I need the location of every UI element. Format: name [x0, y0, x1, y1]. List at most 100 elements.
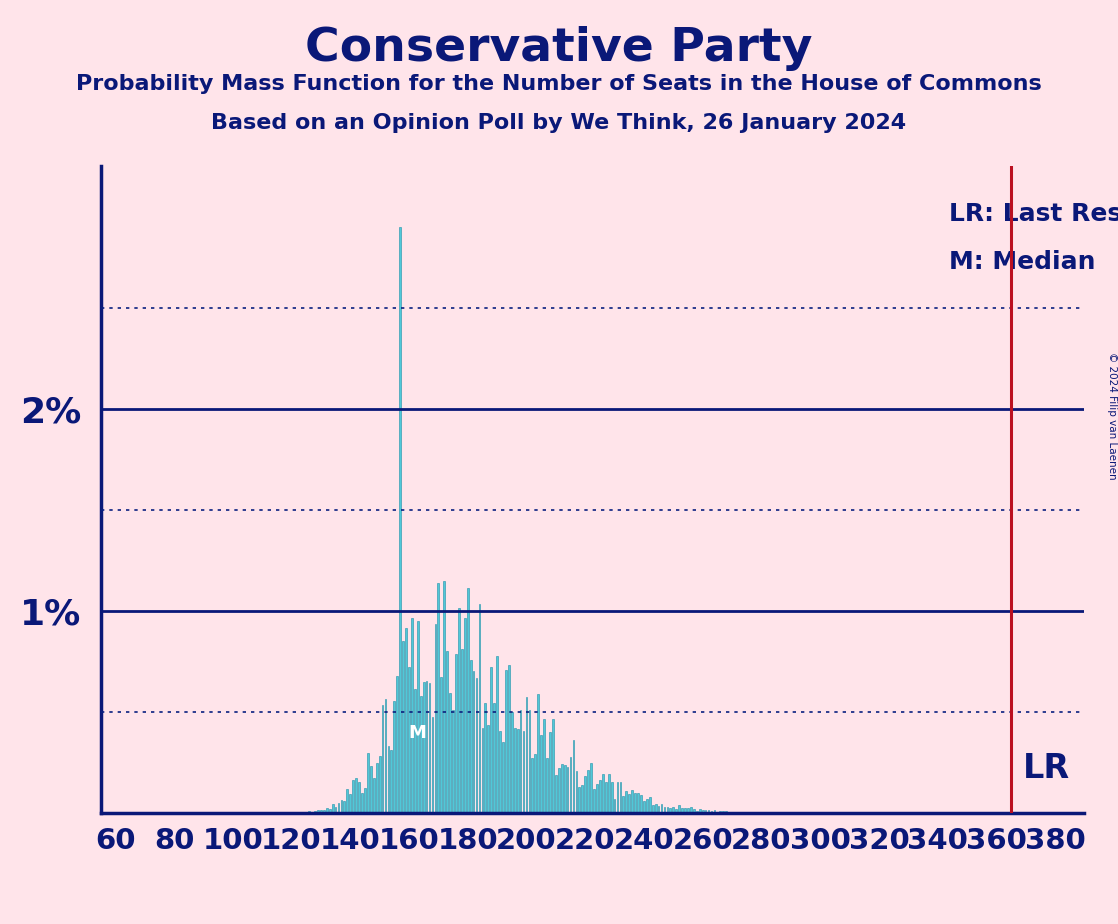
Bar	[652, 805, 654, 813]
Bar	[646, 798, 647, 813]
Bar	[496, 656, 498, 813]
Bar	[587, 770, 589, 813]
Text: Conservative Party: Conservative Party	[305, 26, 813, 71]
Bar	[543, 720, 544, 813]
Bar	[444, 581, 445, 813]
Bar	[695, 811, 698, 813]
Bar	[388, 747, 389, 813]
Bar	[699, 808, 701, 813]
Bar	[549, 733, 551, 813]
Bar	[461, 649, 463, 813]
Bar	[349, 794, 351, 813]
Bar	[467, 588, 468, 813]
Bar	[610, 782, 613, 813]
Bar	[320, 809, 322, 813]
Bar	[628, 794, 631, 813]
Bar	[440, 677, 443, 813]
Bar	[728, 811, 730, 813]
Bar	[325, 808, 328, 813]
Bar	[423, 682, 425, 813]
Text: M: Median: M: Median	[949, 250, 1096, 274]
Bar	[390, 750, 392, 813]
Bar	[309, 811, 310, 813]
Bar	[414, 689, 416, 813]
Bar	[358, 782, 360, 813]
Bar	[455, 654, 457, 813]
Bar	[540, 735, 542, 813]
Bar	[670, 808, 671, 813]
Bar	[567, 767, 568, 813]
Bar	[505, 670, 506, 813]
Bar	[708, 809, 710, 813]
Bar	[446, 650, 448, 813]
Bar	[452, 710, 454, 813]
Bar	[605, 783, 607, 813]
Bar	[702, 810, 703, 813]
Bar	[329, 809, 331, 813]
Text: Probability Mass Function for the Number of Seats in the House of Commons: Probability Mass Function for the Number…	[76, 74, 1042, 94]
Text: LR: LR	[1023, 752, 1070, 784]
Bar	[347, 789, 348, 813]
Bar	[608, 774, 609, 813]
Bar	[623, 796, 624, 813]
Bar	[737, 812, 739, 813]
Bar	[343, 801, 345, 813]
Bar	[666, 807, 669, 813]
Bar	[370, 766, 371, 813]
Bar	[484, 702, 486, 813]
Bar	[534, 754, 537, 813]
Bar	[648, 797, 651, 813]
Bar	[379, 756, 380, 813]
Bar	[502, 742, 504, 813]
Bar	[596, 784, 598, 813]
Bar	[402, 640, 404, 813]
Bar	[704, 810, 707, 813]
Bar	[449, 693, 451, 813]
Bar	[314, 811, 316, 813]
Bar	[617, 782, 618, 813]
Bar	[552, 719, 553, 813]
Bar	[367, 753, 369, 813]
Bar	[381, 705, 383, 813]
Bar	[614, 799, 615, 813]
Bar	[655, 804, 656, 813]
Bar	[664, 807, 665, 813]
Text: © 2024 Filip van Laenen: © 2024 Filip van Laenen	[1108, 352, 1117, 480]
Bar	[558, 769, 560, 813]
Bar	[318, 809, 319, 813]
Bar	[373, 778, 375, 813]
Bar	[641, 795, 642, 813]
Bar	[514, 728, 515, 813]
Bar	[690, 808, 692, 813]
Bar	[399, 227, 401, 813]
Bar	[493, 703, 495, 813]
Bar	[479, 604, 481, 813]
Bar	[531, 759, 533, 813]
Text: Based on an Opinion Poll by We Think, 26 January 2024: Based on an Opinion Poll by We Think, 26…	[211, 113, 907, 133]
Bar	[520, 710, 521, 813]
Bar	[426, 681, 427, 813]
Bar	[735, 811, 736, 813]
Bar	[572, 740, 575, 813]
Bar	[522, 731, 524, 813]
Bar	[411, 618, 413, 813]
Bar	[529, 711, 530, 813]
Bar	[675, 809, 678, 813]
Bar	[679, 805, 680, 813]
Bar	[684, 808, 686, 813]
Bar	[576, 772, 577, 813]
Bar	[599, 780, 600, 813]
Bar	[458, 608, 459, 813]
Bar	[657, 806, 660, 813]
Bar	[499, 732, 501, 813]
Bar	[546, 758, 548, 813]
Bar	[688, 808, 689, 813]
Bar	[625, 792, 627, 813]
Bar	[323, 809, 324, 813]
Bar	[517, 729, 519, 813]
Bar	[578, 787, 580, 813]
Bar	[525, 698, 528, 813]
Bar	[717, 811, 718, 813]
Bar	[619, 783, 622, 813]
Bar	[356, 778, 357, 813]
